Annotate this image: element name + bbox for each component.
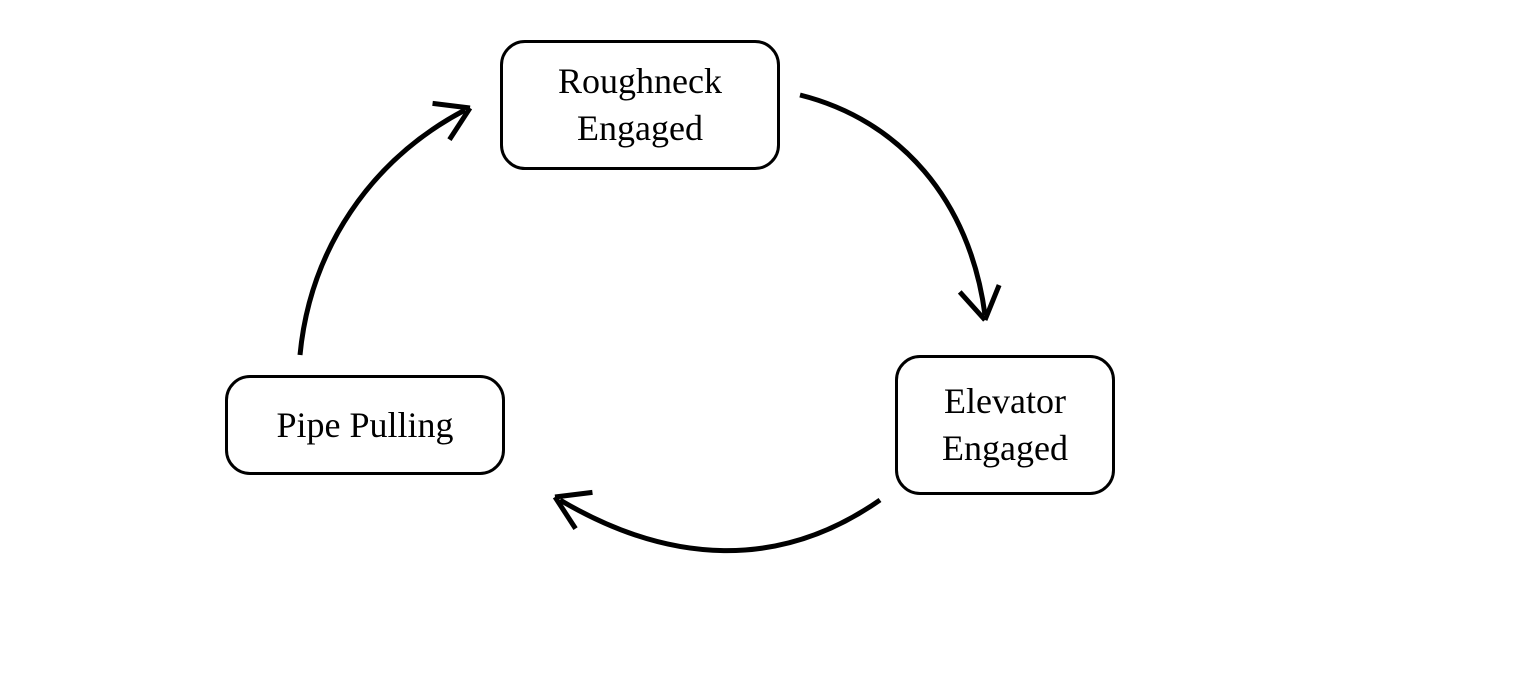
arrowhead-roughneck-to-elevator: [960, 285, 1005, 323]
node-label: Pipe Pulling: [276, 402, 453, 449]
edge-pipe-to-roughneck: [300, 110, 465, 355]
arrowhead-elevator-to-pipe: [547, 479, 593, 529]
node-roughneck-engaged: RoughneckEngaged: [500, 40, 780, 170]
edge-roughneck-to-elevator: [800, 95, 985, 315]
node-label: ElevatorEngaged: [942, 378, 1068, 472]
node-elevator-engaged: ElevatorEngaged: [895, 355, 1115, 495]
arrowhead-pipe-to-roughneck: [433, 90, 479, 140]
edge-elevator-to-pipe: [560, 500, 880, 551]
cycle-diagram: RoughneckEngaged ElevatorEngaged Pipe Pu…: [0, 0, 1520, 685]
node-label: RoughneckEngaged: [558, 58, 722, 152]
node-pipe-pulling: Pipe Pulling: [225, 375, 505, 475]
